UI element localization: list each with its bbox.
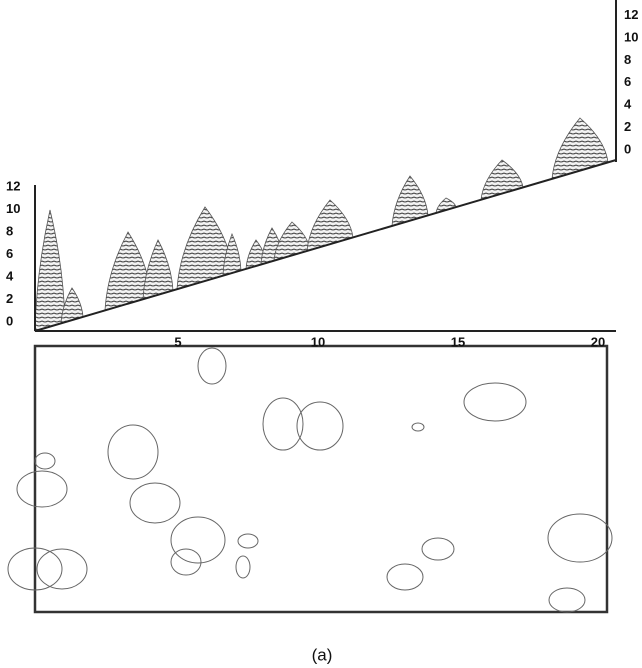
crown [235,555,251,579]
bottom-tick-label: 10 [311,334,325,349]
crown [16,470,68,508]
crown [34,452,56,470]
crown [237,533,259,549]
tree [34,209,66,332]
left-tick-label: 8 [6,223,13,238]
tree [391,175,429,227]
crown [129,482,181,524]
crown [548,587,586,613]
bottom-tick-label: 15 [451,334,465,349]
crown [463,382,527,422]
tree [142,239,174,300]
right-tick-label: 12 [624,7,638,22]
tree [222,232,242,277]
right-tick-label: 6 [624,74,631,89]
crown [386,563,424,591]
left-tick-label: 12 [6,178,20,193]
right-tick-label: 4 [624,97,632,112]
left-tick-label: 0 [6,313,13,328]
crown [170,516,226,564]
bottom-tick-label: 5 [174,334,181,349]
crown [411,422,425,432]
right-tick-label: 2 [624,119,631,134]
crown [197,347,227,385]
left-tick-label: 6 [6,246,13,261]
crown [547,513,613,563]
left-tick-label: 2 [6,291,13,306]
crown-map [7,347,613,613]
slope-line [34,159,617,332]
crown-map-frame [33,344,609,614]
crown [296,401,344,451]
caption: (a) [312,645,333,664]
tree [176,206,234,290]
crown [107,424,159,480]
crown [36,548,88,590]
right-tick-label: 0 [624,141,631,156]
left-tick-label: 10 [6,201,20,216]
crown [262,397,304,451]
crown [7,547,63,591]
left-tick-label: 4 [6,268,14,283]
crown [421,537,455,561]
tree-profile [34,117,609,332]
crown [170,548,202,576]
right-tick-label: 8 [624,52,631,67]
bottom-tick-label: 20 [591,334,605,349]
right-tick-label: 10 [624,29,638,44]
